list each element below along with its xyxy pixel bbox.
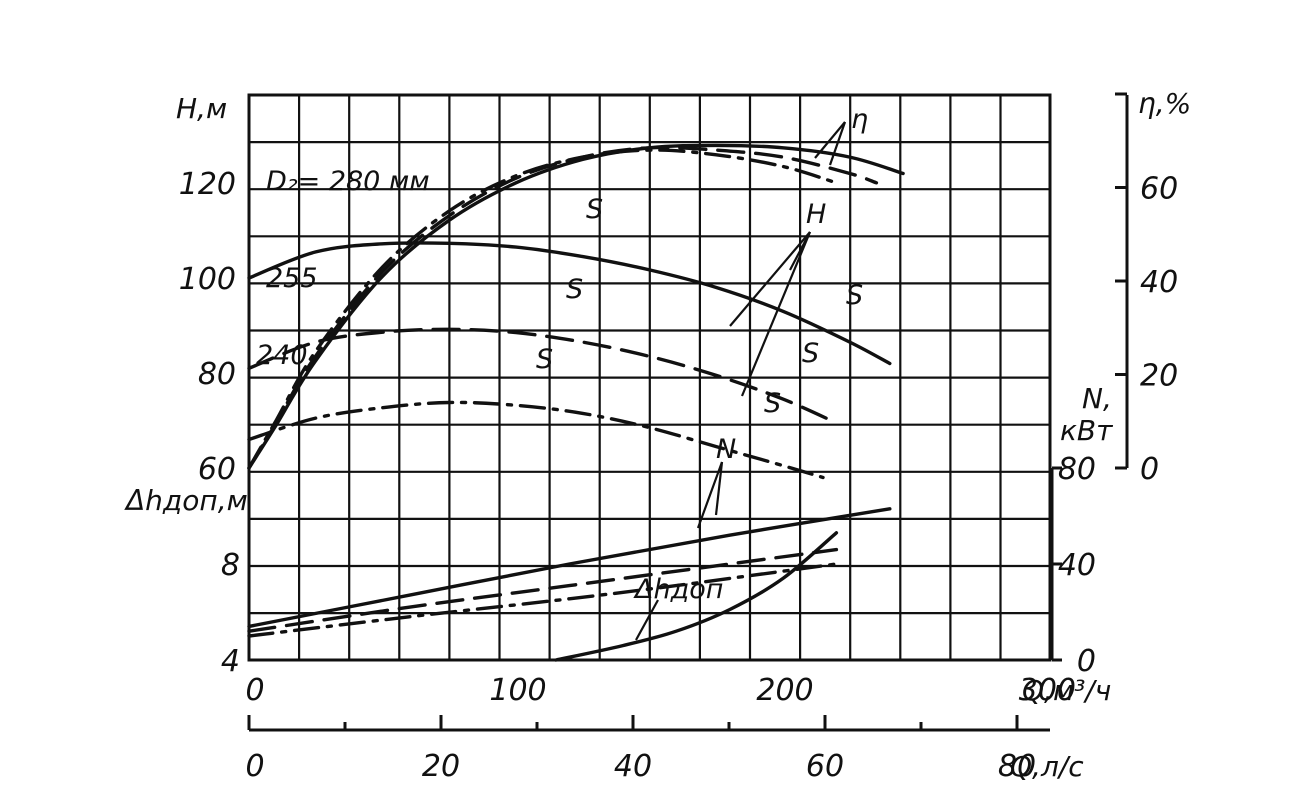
best-point-mark: S	[846, 280, 863, 311]
best-point-mark: S	[536, 344, 553, 375]
diameter-255-label: 255	[266, 263, 318, 294]
best-point-mark: S	[586, 194, 603, 225]
head-tick-label: 100	[179, 262, 236, 297]
power-curve-label: N	[716, 434, 736, 465]
leader-line	[814, 121, 846, 159]
head-tick-label: 80	[198, 357, 236, 392]
leader-lines	[635, 121, 847, 641]
flow-ls-tick-label: 0	[245, 749, 264, 784]
flow-ls-tick-label: 40	[614, 749, 652, 784]
power-curve-255	[247, 547, 839, 633]
leader-line	[828, 121, 847, 166]
head-curve-240	[247, 400, 825, 480]
efficiency-tick-label: 60	[1140, 172, 1178, 207]
curves	[247, 143, 905, 662]
power-axis-title-2: кВт	[1060, 414, 1113, 447]
leader-line	[740, 231, 812, 397]
flow-ls-tick-label: 60	[806, 749, 844, 784]
head-tick-label: 120	[179, 167, 236, 202]
efficiency-curve-280	[247, 143, 905, 470]
best-point-mark: S	[764, 388, 781, 419]
npsh-curve-label: Δhдоп	[633, 574, 723, 605]
flow-m3h-tick-label: 200	[756, 673, 813, 708]
head-curve-label: H	[806, 199, 826, 230]
diameter-240-label: 240	[256, 340, 308, 371]
flow-m3h-tick-label: 300	[1019, 673, 1076, 708]
power-axis-title-1: N,	[1082, 382, 1112, 415]
head-tick-label: 60	[198, 452, 236, 487]
leader-line	[729, 231, 811, 327]
best-point-mark: S	[802, 338, 819, 369]
npsh-curve-h	[554, 531, 839, 662]
head-curve-255	[247, 327, 839, 425]
efficiency-curve-240	[247, 148, 839, 470]
head-axis-title: H,м	[176, 92, 227, 125]
flow-m3h-tick-label: 0	[245, 673, 264, 708]
efficiency-tick-label: 40	[1140, 265, 1178, 300]
flow-m3h-tick-label: 100	[489, 673, 546, 708]
efficiency-axis-title: η,%	[1138, 87, 1191, 120]
power-curve-240	[247, 562, 839, 638]
plot-frame	[247, 93, 1052, 662]
diameter-280-label: D₂= 280 мм	[266, 166, 430, 197]
efficiency-tick-label: 20	[1140, 359, 1178, 394]
npsh-tick-label: 4	[221, 644, 240, 679]
npsh-axis-title: Δhдоп,м	[124, 484, 248, 517]
npsh-tick-label: 8	[221, 548, 240, 583]
leader-line	[696, 461, 724, 529]
power-tick-label: 0	[1077, 644, 1096, 679]
flow-ls-tick-label: 20	[422, 749, 460, 784]
flow-m3h-axis-title: Q,м³/ч	[1022, 674, 1111, 707]
power-tick-label: 40	[1058, 548, 1096, 583]
power-curve-280	[247, 507, 892, 629]
power-tick-label: 80	[1058, 452, 1096, 487]
leader-line	[635, 599, 659, 641]
head-curve-280	[247, 241, 892, 366]
flow-ls-axis-title: Q,л/с	[1010, 750, 1084, 783]
efficiency-tick-label: 0	[1140, 452, 1159, 487]
axis-ticks	[247, 92, 1127, 730]
efficiency-curve-label: η	[851, 104, 868, 135]
grid	[249, 95, 1050, 660]
best-point-mark: S	[566, 274, 583, 305]
flow-ls-tick-label: 80	[998, 749, 1036, 784]
leader-line	[714, 461, 724, 516]
